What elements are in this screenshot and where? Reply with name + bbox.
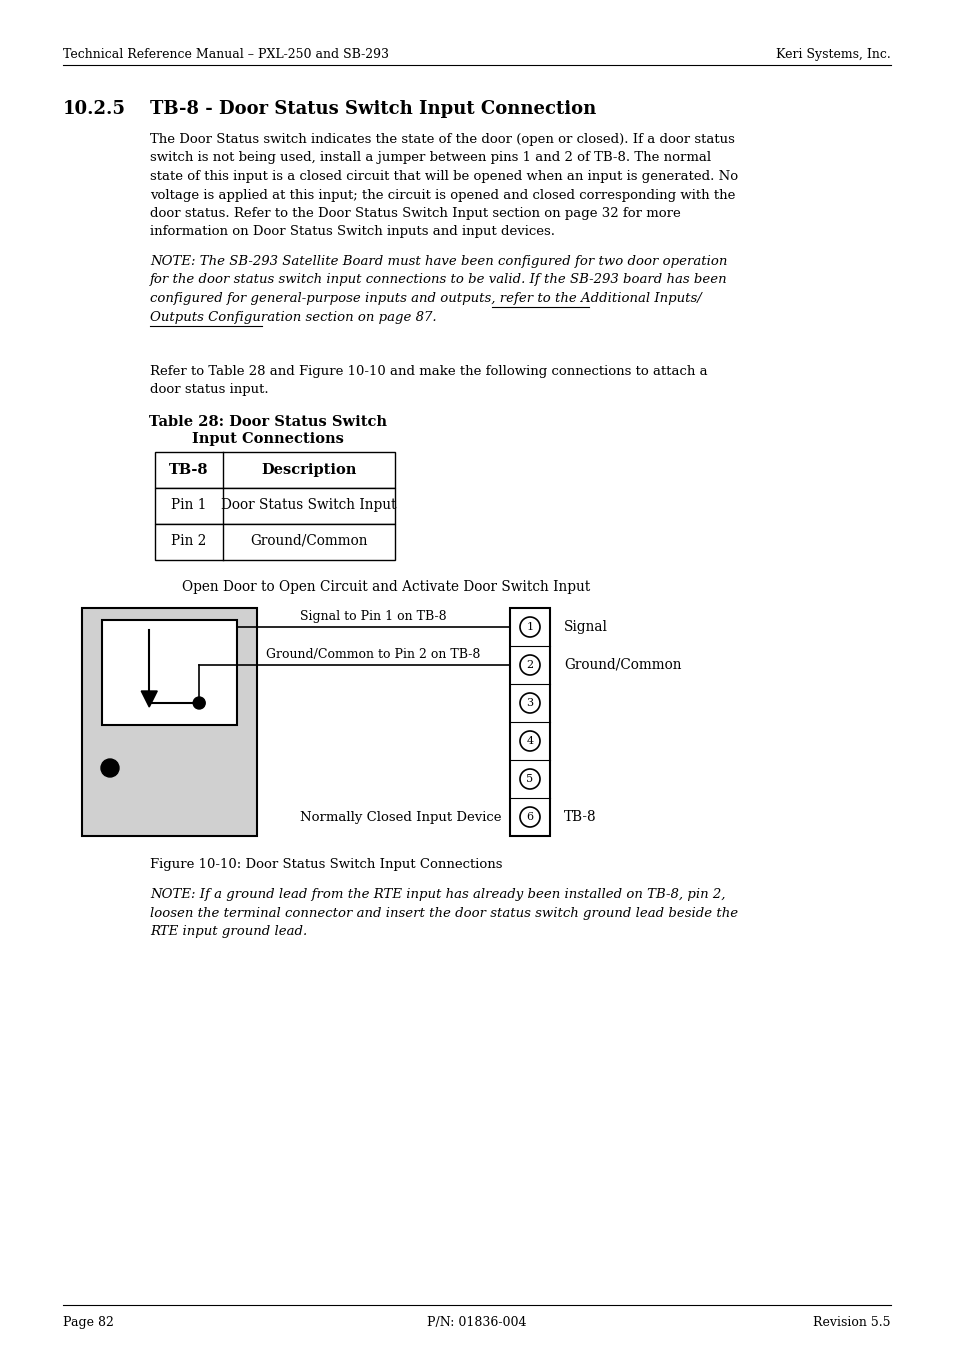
Text: 1: 1: [526, 621, 533, 632]
Text: Keri Systems, Inc.: Keri Systems, Inc.: [776, 49, 890, 61]
Text: Ground/Common: Ground/Common: [250, 534, 367, 549]
Text: Description: Description: [261, 463, 356, 477]
Text: TB-8: TB-8: [563, 811, 596, 824]
Text: 10.2.5: 10.2.5: [63, 100, 126, 118]
Text: Figure 10-10: Door Status Switch Input Connections: Figure 10-10: Door Status Switch Input C…: [150, 858, 502, 871]
Text: RTE input ground lead.: RTE input ground lead.: [150, 925, 307, 938]
Text: Pin 2: Pin 2: [172, 534, 207, 549]
Text: Signal: Signal: [563, 620, 607, 634]
Text: loosen the terminal connector and insert the door status switch ground lead besi: loosen the terminal connector and insert…: [150, 907, 738, 920]
Polygon shape: [141, 690, 157, 707]
Circle shape: [519, 655, 539, 676]
Text: Refer to Table 28 and Figure 10-10 and make the following connections to attach : Refer to Table 28 and Figure 10-10 and m…: [150, 365, 707, 378]
Bar: [510, 608, 550, 836]
Text: 5: 5: [526, 774, 533, 784]
Text: NOTE: If a ground lead from the RTE input has already been installed on TB-8, pi: NOTE: If a ground lead from the RTE inpu…: [150, 888, 724, 901]
Text: Page 82: Page 82: [63, 1316, 113, 1329]
Text: state of this input is a closed circuit that will be opened when an input is gen: state of this input is a closed circuit …: [150, 170, 738, 182]
Text: 4: 4: [526, 736, 533, 746]
Bar: [102, 620, 236, 725]
Text: Input Connections: Input Connections: [192, 432, 344, 446]
Text: Signal to Pin 1 on TB-8: Signal to Pin 1 on TB-8: [300, 611, 446, 623]
Text: switch is not being used, install a jumper between pins 1 and 2 of TB-8. The nor: switch is not being used, install a jump…: [150, 151, 710, 165]
Circle shape: [519, 769, 539, 789]
Circle shape: [519, 731, 539, 751]
Circle shape: [101, 759, 119, 777]
Text: The Door Status switch indicates the state of the door (open or closed). If a do: The Door Status switch indicates the sta…: [150, 132, 734, 146]
Text: 6: 6: [526, 812, 533, 821]
Text: Table 28: Door Status Switch: Table 28: Door Status Switch: [149, 415, 387, 430]
Text: for the door status switch input connections to be valid. If the SB-293 board ha: for the door status switch input connect…: [150, 273, 727, 286]
Text: information on Door Status Switch inputs and input devices.: information on Door Status Switch inputs…: [150, 226, 555, 239]
Text: 2: 2: [526, 661, 533, 670]
Text: Normally Closed Input Device: Normally Closed Input Device: [299, 811, 501, 824]
Text: configured for general-purpose inputs and outputs, refer to the Additional Input: configured for general-purpose inputs an…: [150, 292, 701, 305]
Text: voltage is applied at this input; the circuit is opened and closed corresponding: voltage is applied at this input; the ci…: [150, 189, 735, 201]
Bar: [154, 453, 395, 488]
Circle shape: [519, 693, 539, 713]
Text: P/N: 01836-004: P/N: 01836-004: [427, 1316, 526, 1329]
Bar: [154, 488, 395, 524]
Text: Ground/Common: Ground/Common: [563, 658, 680, 671]
Circle shape: [193, 697, 205, 709]
Text: Technical Reference Manual – PXL-250 and SB-293: Technical Reference Manual – PXL-250 and…: [63, 49, 389, 61]
Text: NOTE: The SB-293 Satellite Board must have been configured for two door operatio: NOTE: The SB-293 Satellite Board must ha…: [150, 255, 726, 267]
Text: Revision 5.5: Revision 5.5: [813, 1316, 890, 1329]
Circle shape: [519, 617, 539, 638]
Text: 3: 3: [526, 698, 533, 708]
Text: Pin 1: Pin 1: [172, 499, 207, 512]
Text: TB-8: TB-8: [169, 463, 209, 477]
Text: Ground/Common to Pin 2 on TB-8: Ground/Common to Pin 2 on TB-8: [266, 648, 480, 661]
Bar: [82, 608, 256, 836]
Text: TB-8 - Door Status Switch Input Connection: TB-8 - Door Status Switch Input Connecti…: [150, 100, 596, 118]
Text: Open Door to Open Circuit and Activate Door Switch Input: Open Door to Open Circuit and Activate D…: [182, 580, 590, 594]
Text: door status input.: door status input.: [150, 384, 269, 396]
Bar: [154, 524, 395, 561]
Circle shape: [519, 807, 539, 827]
Text: Door Status Switch Input: Door Status Switch Input: [221, 499, 396, 512]
Text: Outputs Configuration section on page 87.: Outputs Configuration section on page 87…: [150, 311, 436, 323]
Text: door status. Refer to the Door Status Switch Input section on page 32 for more: door status. Refer to the Door Status Sw…: [150, 207, 680, 220]
